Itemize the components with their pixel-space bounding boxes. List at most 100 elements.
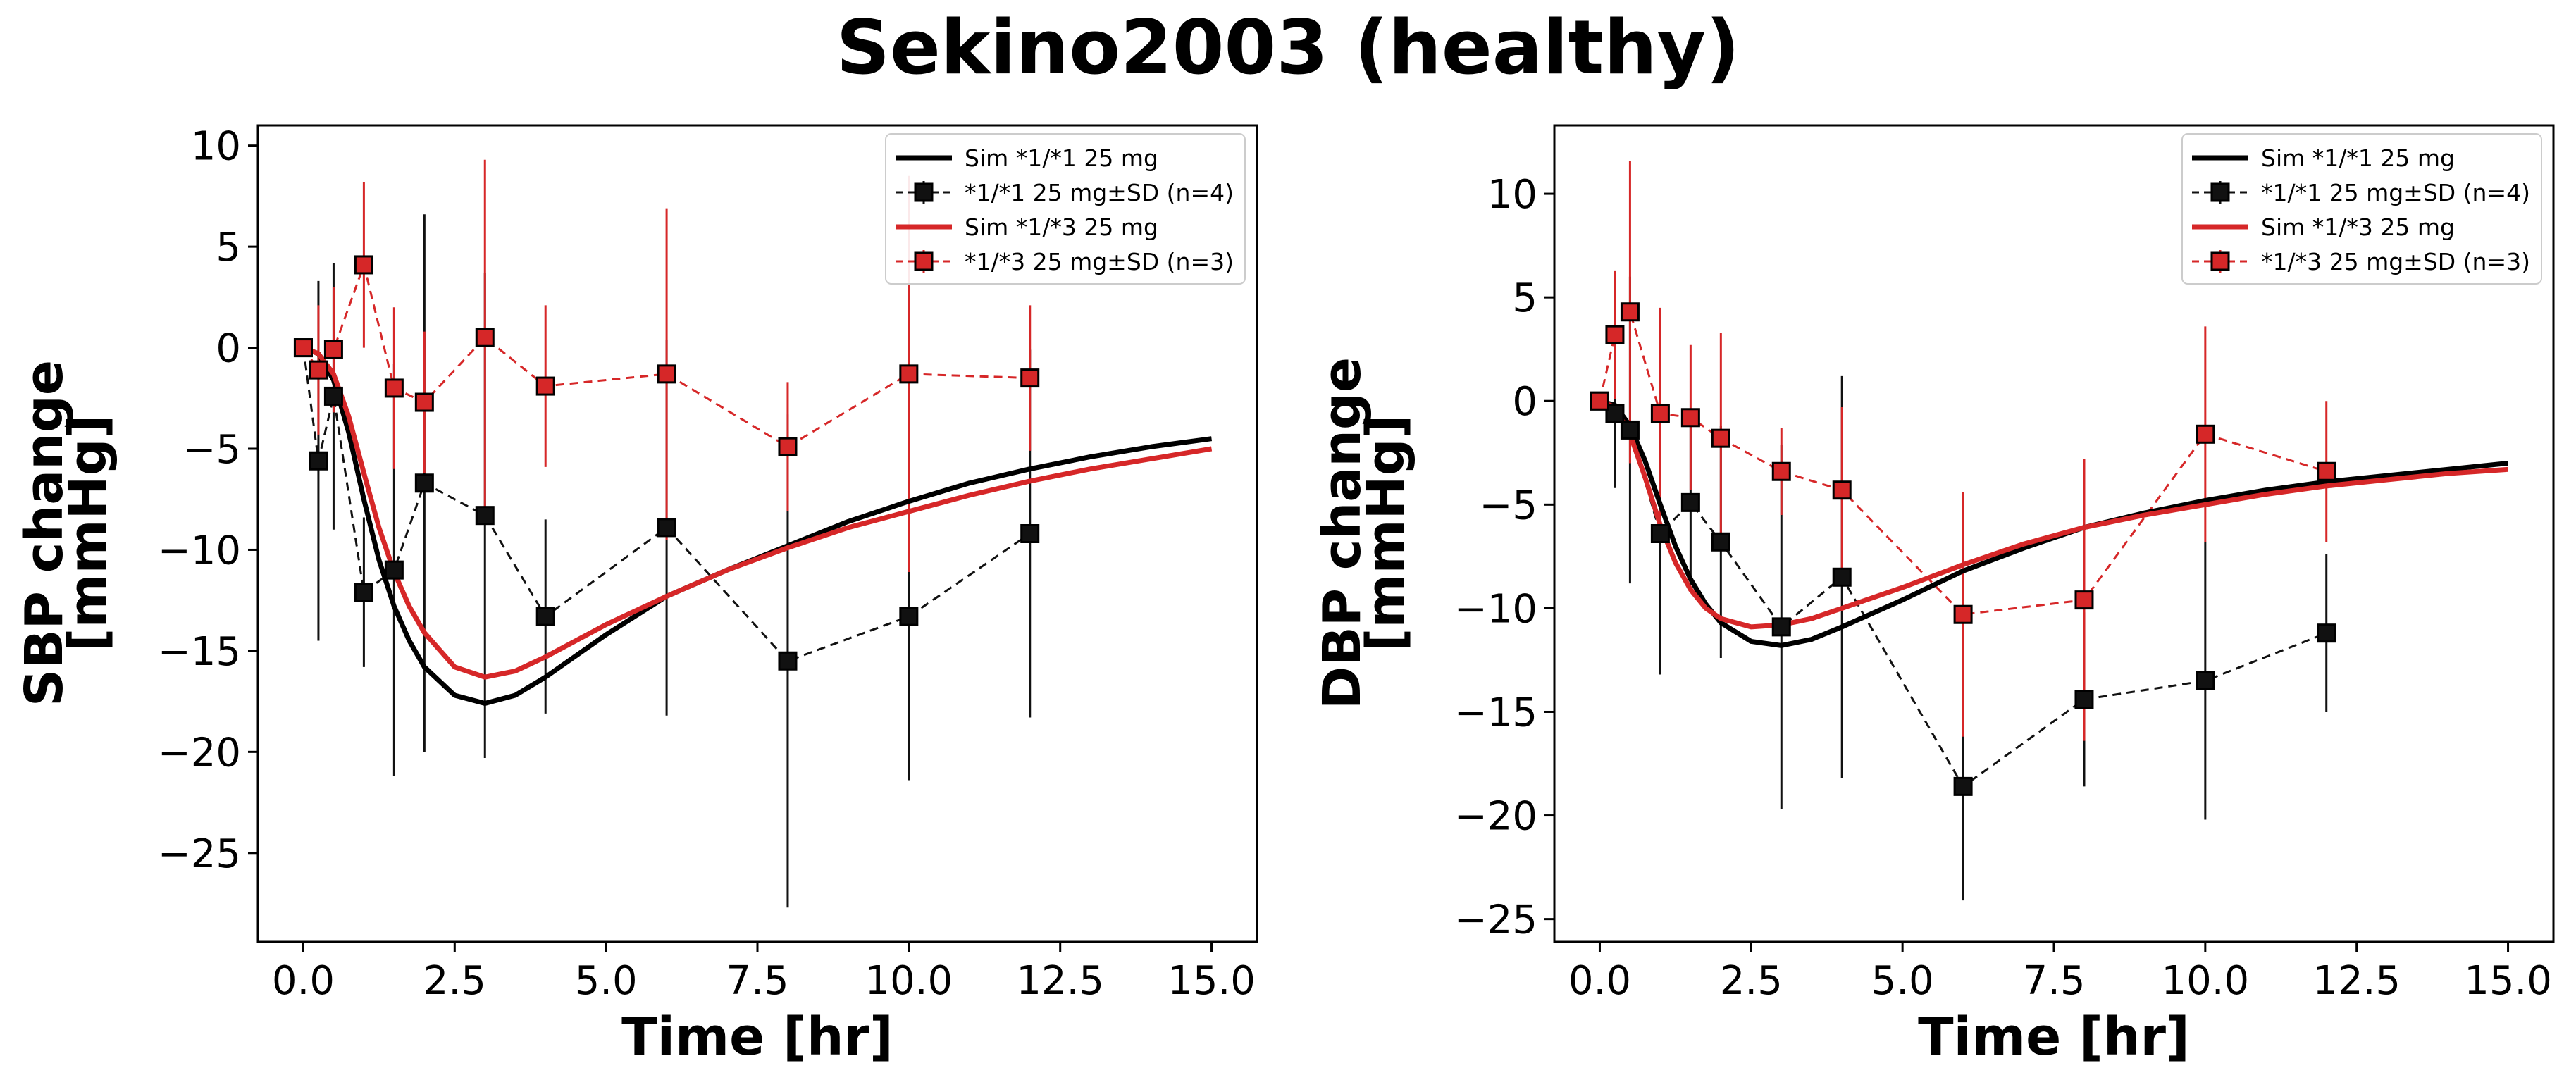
y-tick-label: 10 bbox=[1487, 172, 1537, 218]
plot-area bbox=[1590, 161, 2508, 901]
data-point-marker bbox=[1832, 480, 1852, 500]
x-tick-label: 5.0 bbox=[1871, 958, 1934, 1004]
data-point-marker bbox=[475, 506, 495, 526]
x-tick-label: 0.0 bbox=[1568, 958, 1631, 1004]
data-point-marker bbox=[899, 364, 919, 384]
y-axis-label: DBP change bbox=[1312, 357, 1373, 709]
y-tick-label: −25 bbox=[158, 831, 241, 877]
x-tick-label: 5.0 bbox=[575, 958, 638, 1004]
data-point-marker bbox=[1711, 532, 1730, 552]
legend: Sim *1/*1 25 mg *1/*1 25 mg±SD (n=4) Sim *… bbox=[2181, 133, 2542, 285]
data-point-marker bbox=[293, 338, 313, 358]
data-point-marker bbox=[1953, 604, 1973, 624]
data-point-marker bbox=[1771, 461, 1791, 481]
data-point-marker bbox=[1650, 404, 1670, 423]
y-tick-label: −25 bbox=[1454, 897, 1537, 943]
data-point-marker bbox=[535, 607, 555, 626]
y-tick-label: 10 bbox=[191, 124, 241, 170]
data-point-marker bbox=[309, 451, 328, 471]
data-point-marker bbox=[657, 364, 676, 384]
legend-entry-label: Sim *1/*1 25 mg bbox=[965, 144, 1158, 172]
figure-title: Sekino2003 (healthy) bbox=[836, 4, 1740, 91]
data-connector-line bbox=[1599, 400, 2327, 788]
sim-line bbox=[1599, 398, 2508, 648]
x-tick-label: 10.0 bbox=[2162, 958, 2250, 1004]
data-connector-line bbox=[302, 347, 1031, 662]
x-axis-label: Time [hr] bbox=[621, 1007, 893, 1067]
legend-entry-label: *1/*1 25 mg±SD (n=4) bbox=[965, 179, 1234, 206]
x-tick-label: 10.0 bbox=[865, 958, 953, 1004]
data-point-marker bbox=[1711, 428, 1730, 448]
y-tick-label: −10 bbox=[158, 528, 241, 573]
y-tick-label: −20 bbox=[1454, 794, 1537, 840]
y-tick-label: −20 bbox=[158, 730, 241, 776]
legend-entry-label: Sim *1/*3 25 mg bbox=[2261, 213, 2455, 241]
legend-entry-label: *1/*3 25 mg±SD (n=3) bbox=[2261, 248, 2530, 275]
legend-frame bbox=[2181, 133, 2542, 285]
legend: Sim *1/*1 25 mg *1/*1 25 mg±SD (n=4) Sim *… bbox=[885, 133, 1246, 285]
data-point-marker bbox=[778, 437, 798, 456]
data-point-marker bbox=[414, 392, 434, 412]
y-tick-label: 5 bbox=[216, 225, 241, 271]
data-point-marker bbox=[1020, 524, 1040, 543]
data-point-marker bbox=[1605, 325, 1625, 344]
data-point-marker bbox=[1680, 408, 1700, 428]
x-tick-label: 0.0 bbox=[272, 958, 335, 1004]
y-tick-label: −15 bbox=[158, 629, 241, 675]
x-tick-label: 7.5 bbox=[726, 958, 788, 1004]
x-tick-label: 12.5 bbox=[2312, 958, 2401, 1004]
data-point-marker bbox=[475, 328, 495, 347]
legend-frame bbox=[885, 133, 1246, 285]
sim-line bbox=[1599, 398, 2508, 630]
data-point-marker bbox=[323, 340, 343, 359]
y-tick-label: 0 bbox=[1512, 379, 1537, 425]
data-point-marker bbox=[354, 583, 373, 602]
x-tick-label: 7.5 bbox=[2022, 958, 2085, 1004]
data-point-marker bbox=[384, 560, 404, 580]
data-point-marker bbox=[657, 518, 676, 538]
legend-entry-label: Sim *1/*1 25 mg bbox=[2261, 144, 2455, 172]
data-point-marker bbox=[1020, 368, 1040, 388]
y-tick-label: −15 bbox=[1454, 690, 1537, 735]
data-point-marker bbox=[384, 378, 404, 398]
y-tick-label: 0 bbox=[216, 326, 241, 372]
x-tick-label: 15.0 bbox=[2464, 958, 2552, 1004]
data-point-marker bbox=[1620, 420, 1640, 440]
legend-marker-handle bbox=[914, 251, 934, 271]
data-point-marker bbox=[1590, 391, 1609, 411]
legend-entry-label: Sim *1/*3 25 mg bbox=[965, 213, 1158, 241]
sim-line bbox=[302, 345, 1213, 680]
data-point-marker bbox=[2317, 461, 2336, 481]
legend-entry-label: *1/*3 25 mg±SD (n=3) bbox=[965, 248, 1234, 275]
data-point-marker bbox=[1832, 567, 1852, 587]
y-axis-unit-label: [mmHg] bbox=[1356, 415, 1416, 652]
data-point-marker bbox=[323, 386, 343, 406]
sim-line bbox=[302, 345, 1213, 706]
data-point-marker bbox=[778, 651, 798, 671]
x-tick-label: 2.5 bbox=[423, 958, 486, 1004]
y-axis-unit-label: [mmHg] bbox=[58, 415, 118, 652]
data-point-marker bbox=[2196, 671, 2215, 690]
x-axis-label: Time [hr] bbox=[1918, 1007, 2190, 1067]
y-tick-label: −10 bbox=[1454, 586, 1537, 632]
data-point-marker bbox=[309, 360, 328, 380]
legend-marker-handle bbox=[2210, 251, 2230, 271]
data-point-marker bbox=[2074, 690, 2094, 709]
legend-marker-handle bbox=[914, 182, 934, 202]
dbp-panel: 0.0 2.5 5.0 7.5 10.0 12.5 15.0 10 5 0 −5 −10 −15 −20 −… bbox=[1312, 124, 2555, 1067]
data-point-marker bbox=[1620, 302, 1640, 322]
y-axis-label: SBP change bbox=[14, 360, 75, 707]
y-tick-label: −5 bbox=[182, 427, 241, 473]
data-point-marker bbox=[1953, 776, 1973, 796]
data-point-marker bbox=[899, 607, 919, 626]
data-point-marker bbox=[414, 473, 434, 493]
data-point-marker bbox=[2074, 590, 2094, 610]
plot-area bbox=[293, 159, 1213, 908]
y-tick-label: −5 bbox=[1479, 483, 1537, 528]
data-point-marker bbox=[535, 376, 555, 396]
data-point-marker bbox=[354, 255, 373, 275]
x-tick-label: 15.0 bbox=[1168, 958, 1256, 1004]
legend-marker-handle bbox=[2210, 182, 2230, 202]
data-point-marker bbox=[2196, 424, 2215, 444]
